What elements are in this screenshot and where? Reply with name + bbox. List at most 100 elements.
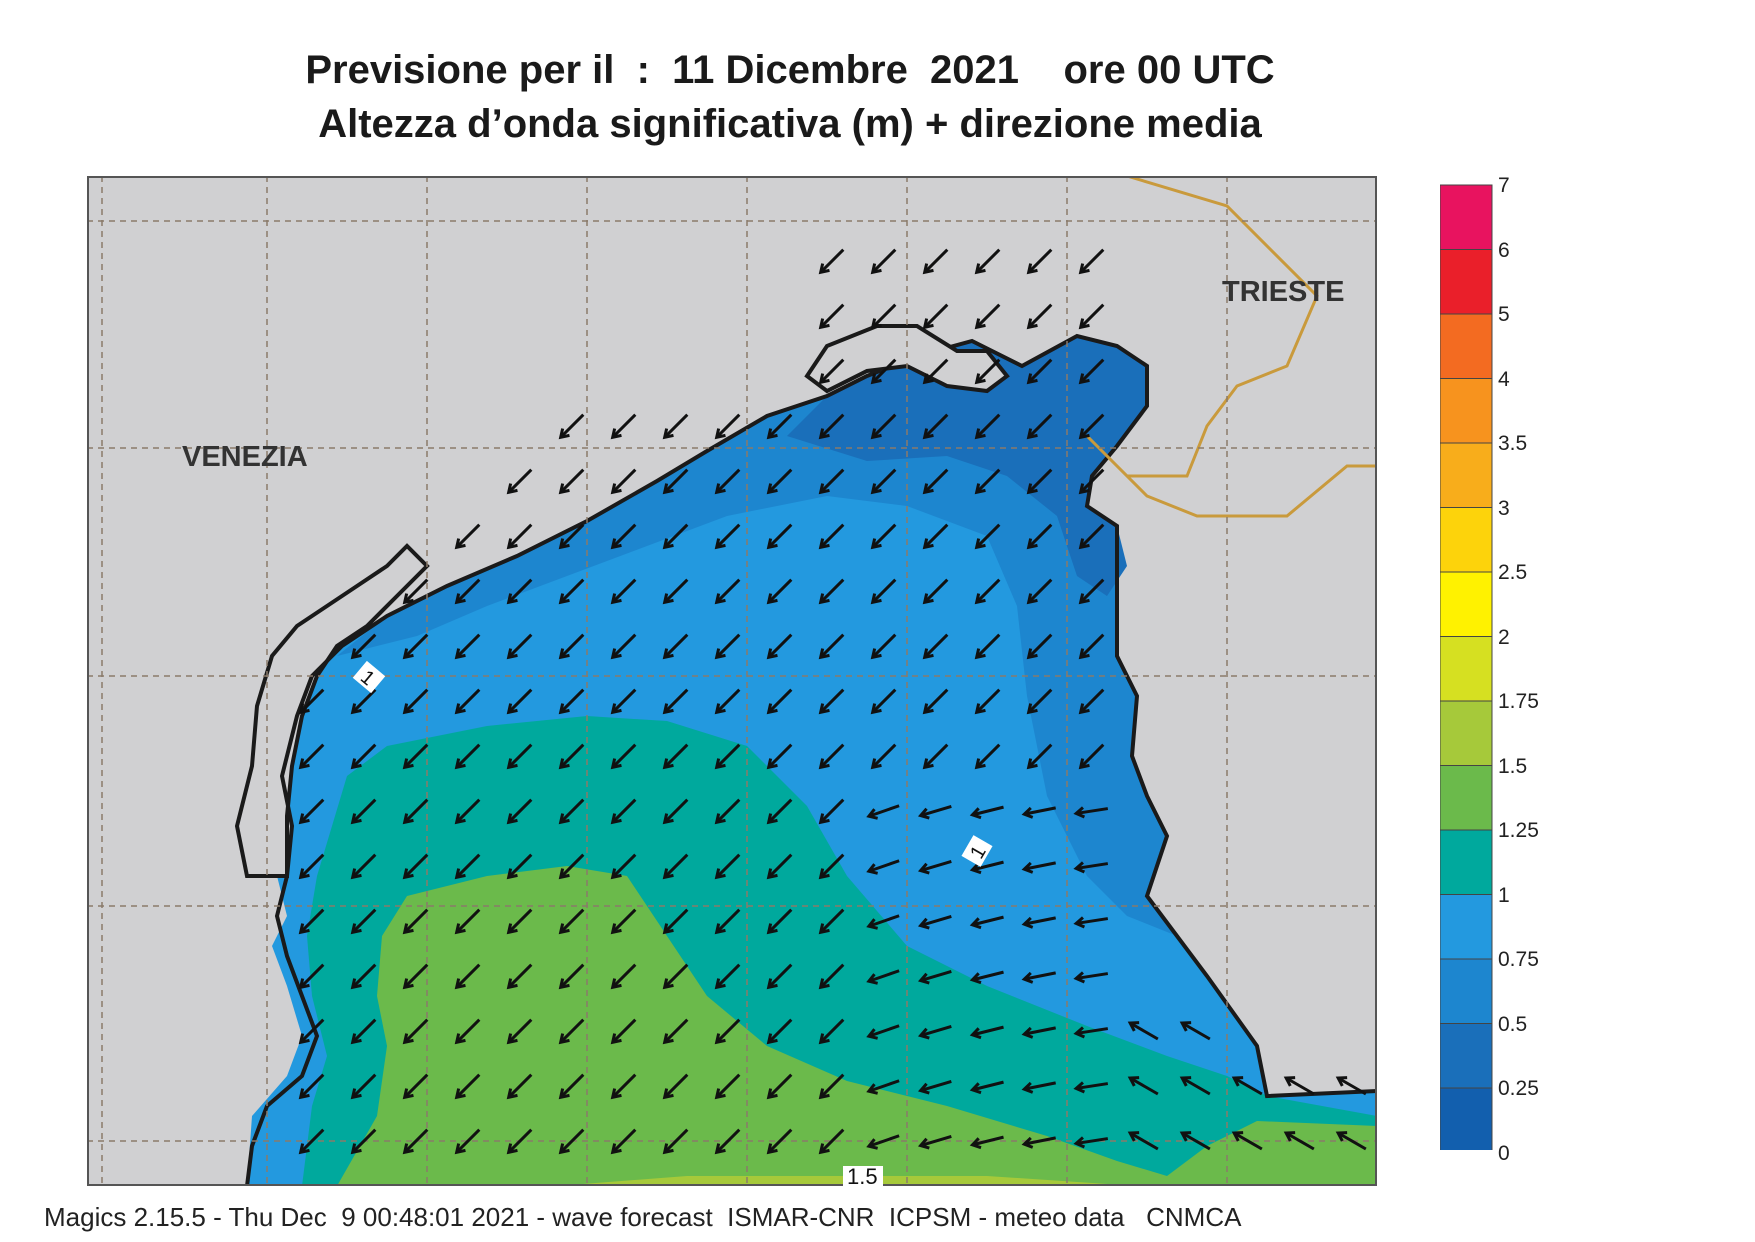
direction-arrow-head [766, 428, 778, 440]
direction-arrow-shaft [611, 523, 637, 549]
direction-arrow-head [917, 1137, 930, 1150]
direction-arrow-head [610, 758, 622, 770]
direction-arrow-shaft [455, 1128, 481, 1154]
direction-arrow-shaft [1027, 358, 1053, 384]
direction-arrow-shaft [455, 523, 481, 549]
colorbar-label: 2 [1498, 625, 1510, 649]
direction-arrow-shaft [299, 798, 325, 824]
direction-arrow-shaft [715, 413, 741, 439]
direction-arrow-head [298, 758, 310, 770]
direction-arrow-head [870, 538, 882, 550]
colorbar-cell [1440, 765, 1493, 831]
direction-arrow-head [662, 648, 674, 660]
direction-arrow-head [662, 978, 674, 990]
direction-arrow-head [454, 1033, 466, 1045]
direction-arrow-shaft [819, 1018, 845, 1044]
direction-arrow-shaft [507, 688, 533, 714]
direction-arrow-shaft [559, 1018, 585, 1044]
direction-arrow-shaft [1027, 468, 1053, 494]
direction-arrow-shaft [1075, 1137, 1109, 1145]
direction-arrow-shaft [663, 798, 689, 824]
direction-arrow-head [714, 1088, 726, 1100]
colorbar-label: 0.25 [1498, 1077, 1539, 1100]
direction-arrow-shaft [351, 908, 377, 934]
direction-arrow-head [506, 868, 518, 880]
direction-arrow-head [350, 648, 362, 660]
direction-arrow-head [1078, 758, 1090, 770]
direction-arrow-head [610, 1088, 622, 1100]
direction-arrow-head [506, 483, 518, 495]
direction-arrow-head [1026, 428, 1038, 440]
direction-arrow-shaft [1079, 633, 1105, 659]
direction-arrow-shaft [767, 1073, 793, 1099]
direction-arrow-head [1283, 1131, 1296, 1142]
direction-arrow-shaft [1079, 578, 1105, 604]
direction-arrow-head [766, 1088, 778, 1100]
direction-arrow-shaft [868, 804, 900, 818]
direction-arrow-shaft [663, 963, 689, 989]
direction-arrow-head [714, 813, 726, 825]
direction-arrow-head [662, 483, 674, 495]
direction-arrow-head [1026, 758, 1038, 770]
direction-arrow-shaft [611, 413, 637, 439]
direction-arrow-head [870, 593, 882, 605]
direction-arrow-shaft [1079, 248, 1105, 274]
state-border [1085, 176, 1377, 518]
title-line-1: Previsione per il : 11 Dicembre 2021 ore… [305, 48, 1275, 92]
direction-arrow-shaft [972, 1025, 1004, 1037]
direction-arrow-head [1073, 806, 1086, 819]
direction-arrow-head [1026, 373, 1038, 385]
contour-label-1-5: 1.5 [843, 1164, 883, 1186]
direction-arrow-shaft [975, 633, 1001, 659]
direction-arrow-shaft [351, 853, 377, 879]
direction-arrow-head [818, 318, 830, 330]
direction-arrow-shaft [559, 798, 585, 824]
direction-arrow-head [402, 978, 414, 990]
direction-arrow-head [922, 703, 934, 715]
colorbar-cell [1440, 378, 1493, 444]
direction-arrow-shaft [972, 1135, 1004, 1147]
direction-arrow-shaft [1337, 1131, 1367, 1151]
direction-arrow-head [714, 923, 726, 935]
colorbar-cell [1440, 249, 1493, 315]
direction-arrow-shaft [1079, 688, 1105, 714]
direction-arrow-shaft [663, 1073, 689, 1099]
direction-arrow-head [974, 648, 986, 660]
direction-arrow-shaft [611, 908, 637, 934]
map-frame [87, 176, 1377, 1186]
direction-arrow-head [1078, 263, 1090, 275]
direction-arrow-head [818, 263, 830, 275]
direction-arrow-head [662, 813, 674, 825]
direction-arrow-head [766, 923, 778, 935]
direction-arrow-shaft [663, 1128, 689, 1154]
direction-arrow-head [610, 428, 622, 440]
direction-arrow-shaft [819, 358, 845, 384]
direction-arrow-head [454, 923, 466, 935]
direction-arrow-head [558, 593, 570, 605]
direction-arrow-shaft [923, 633, 949, 659]
direction-arrow-shaft [868, 859, 900, 873]
direction-arrow-shaft [507, 963, 533, 989]
direction-arrow-head [610, 1143, 622, 1155]
direction-arrow-shaft [351, 633, 377, 659]
direction-arrow-head [922, 428, 934, 440]
direction-arrow-shaft [767, 413, 793, 439]
sea-band-1-5 [337, 866, 1377, 1186]
colorbar-label: 4 [1498, 367, 1510, 391]
direction-arrow-shaft [975, 578, 1001, 604]
direction-arrow-shaft [351, 743, 377, 769]
direction-arrow-shaft [923, 358, 949, 384]
direction-arrow-head [766, 868, 778, 880]
direction-arrow-shaft [1285, 1131, 1315, 1151]
direction-arrow-shaft [1075, 1082, 1109, 1090]
direction-arrow-head [298, 868, 310, 880]
direction-arrow-shaft [403, 963, 429, 989]
direction-arrow-shaft [871, 688, 897, 714]
direction-arrow-head [506, 703, 518, 715]
direction-arrow-shaft [1129, 1076, 1159, 1096]
direction-arrow-head [662, 538, 674, 550]
direction-arrow-head [1078, 428, 1090, 440]
direction-arrow-head [506, 813, 518, 825]
direction-arrow-shaft [507, 468, 533, 494]
direction-arrow-head [714, 483, 726, 495]
